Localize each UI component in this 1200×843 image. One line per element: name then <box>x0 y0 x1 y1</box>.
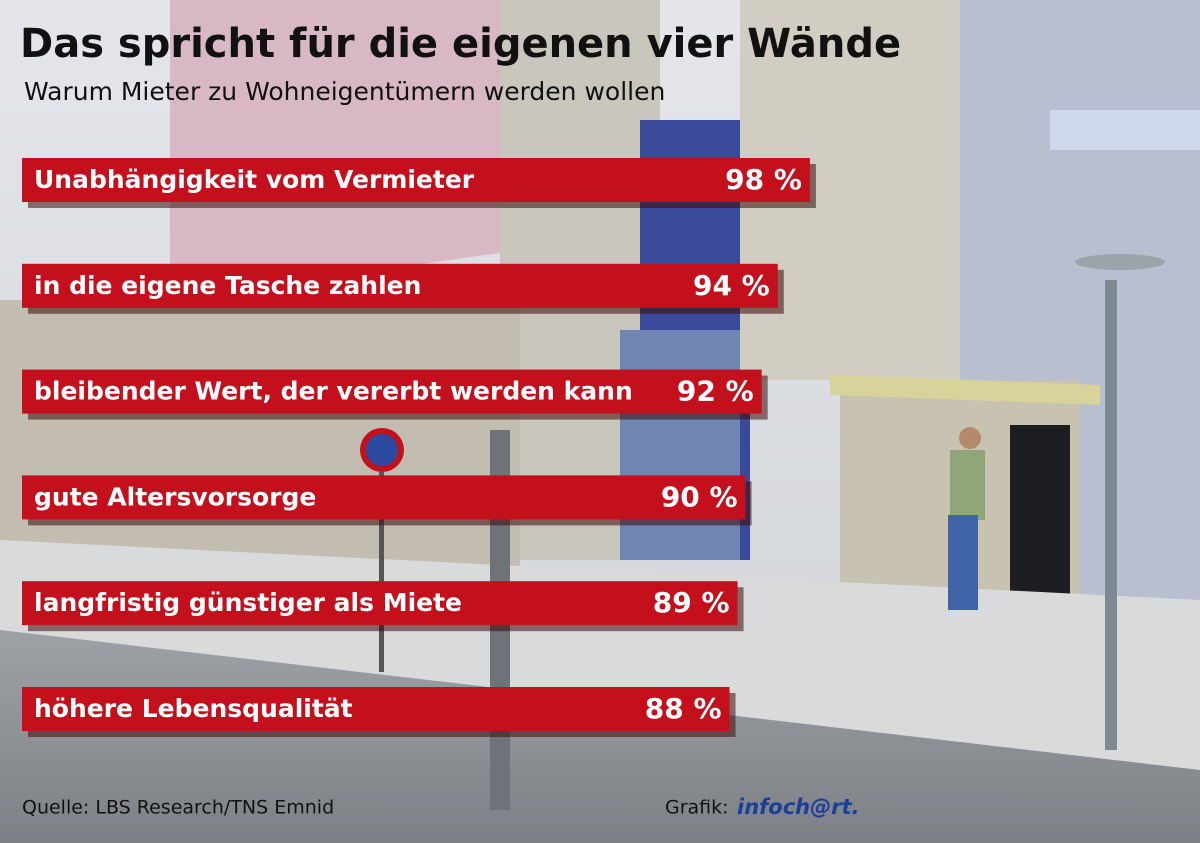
bar <box>22 263 778 308</box>
credit-label: Grafik: <box>665 797 729 819</box>
bars: Unabhängigkeit vom Vermieter 98 % in die e… <box>22 158 816 737</box>
category-label: Unabhängigkeit vom Vermieter <box>34 165 475 194</box>
category-label: gute Altersvorsorge <box>34 482 316 511</box>
category-label: in die eigene Tasche zahlen <box>34 271 421 300</box>
value-label: 94 % <box>693 269 770 302</box>
bar <box>22 475 746 520</box>
source: Quelle: LBS Research/TNS Emnid <box>22 797 334 819</box>
bar <box>22 687 730 731</box>
value-label: 92 % <box>677 375 754 408</box>
bar <box>22 158 810 202</box>
credit-logo: infoch@rt. <box>737 795 859 819</box>
value-label: 88 % <box>645 692 722 725</box>
chart-subtitle: Warum Mieter zu Wohneigentümern werden w… <box>24 77 665 106</box>
category-label: höhere Lebensqualität <box>34 694 353 723</box>
value-label: 89 % <box>653 586 730 619</box>
category-label: langfristig günstiger als Miete <box>34 588 462 617</box>
chart-title: Das spricht für die eigenen vier Wände <box>20 21 901 67</box>
category-label: bleibender Wert, der vererbt werden kann <box>34 377 633 406</box>
bar <box>22 581 738 626</box>
bar <box>22 369 762 414</box>
value-label: 90 % <box>661 480 738 513</box>
value-label: 98 % <box>725 163 802 196</box>
